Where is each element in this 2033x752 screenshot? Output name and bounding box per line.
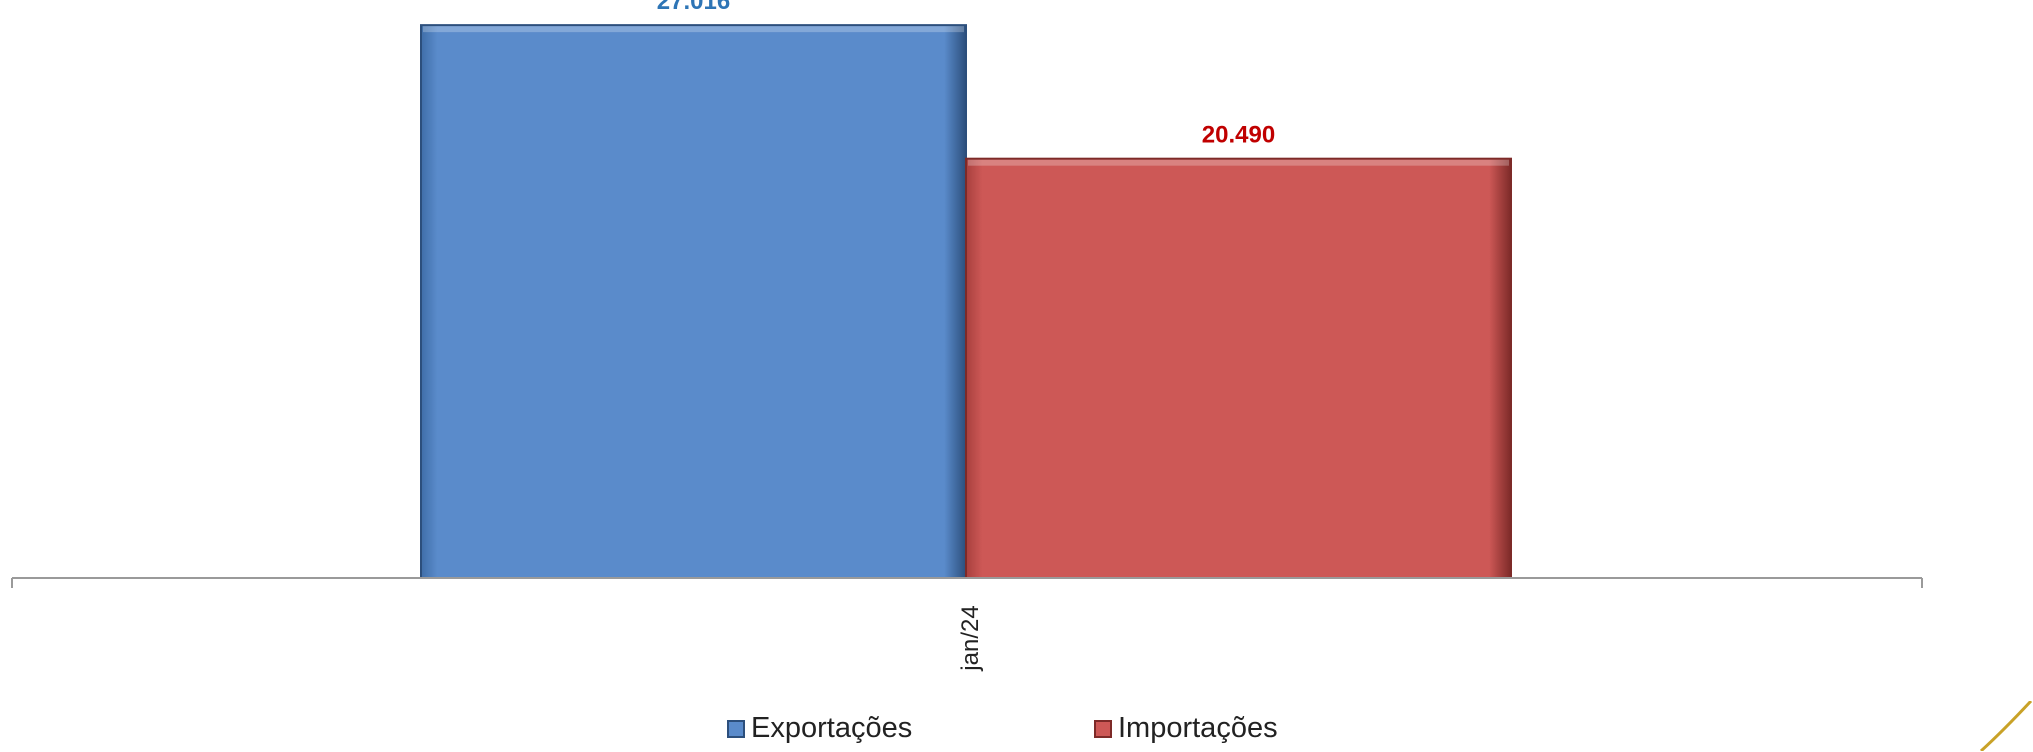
x-axis: jan/24 [11, 577, 1923, 672]
legend-swatch-importacoes [1094, 719, 1112, 738]
data-label-1: 20.490 [1202, 122, 1275, 149]
bar-importacoes[interactable] [965, 157, 1512, 579]
data-label-0: 27.016 [657, 0, 730, 15]
data-labels-group: 27.016 20.490 [657, 0, 1275, 149]
bar-exportacoes[interactable] [420, 24, 967, 580]
legend: Exportações Importações [0, 712, 2033, 752]
legend-label-exportacoes: Exportações [751, 712, 913, 744]
bars-group [420, 24, 1512, 580]
bar-highlight [968, 159, 1509, 166]
legend-swatch-exportacoes [727, 719, 745, 738]
legend-item-importacoes[interactable]: Importações [1094, 712, 1278, 745]
corner-decoration [1979, 701, 2033, 751]
x-tick-label-0: jan/24 [957, 605, 984, 671]
bar-highlight [423, 26, 964, 33]
legend-item-exportacoes[interactable]: Exportações [727, 712, 912, 745]
legend-label-importacoes: Importações [1118, 712, 1278, 744]
